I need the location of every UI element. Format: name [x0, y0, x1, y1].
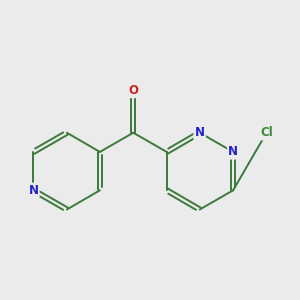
Text: N: N — [195, 126, 205, 139]
Text: N: N — [228, 146, 238, 158]
Text: O: O — [128, 84, 138, 97]
Text: Cl: Cl — [260, 126, 273, 139]
Text: N: N — [28, 184, 38, 197]
